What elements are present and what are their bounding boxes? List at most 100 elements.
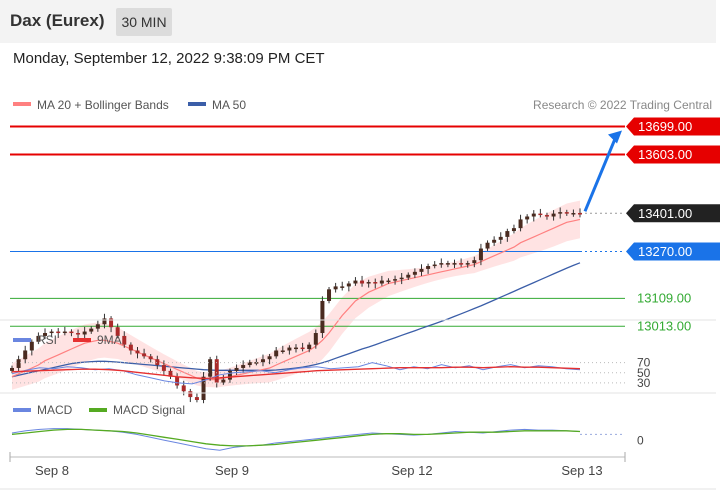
candle-body bbox=[419, 268, 424, 272]
candle-body bbox=[128, 344, 133, 351]
candle-body bbox=[194, 397, 199, 400]
candle-body bbox=[538, 213, 543, 216]
candle-body bbox=[148, 356, 153, 360]
x-tick-label: Sep 13 bbox=[561, 463, 602, 478]
candle-body bbox=[551, 213, 556, 217]
interval-button[interactable]: 30 MIN bbox=[116, 8, 172, 36]
candle-body bbox=[399, 277, 404, 280]
rsi-tick-label: 70 bbox=[637, 356, 651, 370]
candle-body bbox=[280, 350, 285, 352]
rsi-9ma-line bbox=[11, 366, 581, 380]
candle-body bbox=[313, 333, 318, 345]
candle-body bbox=[360, 280, 365, 284]
rsi-tick-label: 50 bbox=[637, 366, 651, 380]
ma50-line bbox=[11, 262, 581, 378]
candle-body bbox=[267, 356, 272, 360]
candle-body bbox=[201, 376, 206, 400]
x-tick-label: Sep 9 bbox=[215, 463, 249, 478]
legend-label-9ma: 9MA bbox=[97, 333, 122, 347]
candle-body bbox=[89, 328, 94, 332]
candle-body bbox=[505, 231, 510, 237]
candle-body bbox=[214, 359, 219, 383]
legend-label-macd: MACD bbox=[37, 403, 73, 417]
candle-body bbox=[353, 280, 358, 284]
candle-body bbox=[241, 365, 246, 368]
level-label-13603.00: 13603.00 bbox=[638, 147, 692, 162]
candle-body bbox=[386, 280, 391, 283]
level-label-13699.00: 13699.00 bbox=[638, 119, 692, 134]
macd-tick-label: 0 bbox=[637, 433, 644, 447]
candle-body bbox=[36, 335, 41, 342]
x-tick-label: Sep 12 bbox=[391, 463, 432, 478]
timestamp: Monday, September 12, 2022 9:38:09 PM CE… bbox=[13, 50, 325, 67]
candle-body bbox=[122, 335, 127, 345]
legend-label-ma50: MA 50 bbox=[212, 98, 246, 112]
candle-body bbox=[274, 350, 279, 357]
candle-body bbox=[135, 350, 140, 354]
macd-signal-line bbox=[11, 428, 581, 447]
candle-body bbox=[340, 286, 345, 288]
candle-body bbox=[227, 370, 232, 380]
candle-body bbox=[287, 347, 292, 351]
legend-label-ma20: MA 20 + Bollinger Bands bbox=[37, 98, 169, 112]
candle-body bbox=[175, 376, 180, 386]
candle-body bbox=[393, 279, 398, 281]
level-tag-13270.00 bbox=[626, 242, 720, 261]
candle-body bbox=[142, 353, 147, 357]
candle-body bbox=[62, 331, 67, 334]
candle-body bbox=[518, 219, 523, 229]
candle-body bbox=[558, 212, 563, 214]
candle-body bbox=[525, 216, 530, 220]
candle-body bbox=[531, 213, 536, 217]
level-tag-13603.00 bbox=[626, 145, 720, 164]
candle-body bbox=[10, 367, 14, 371]
candle-body bbox=[564, 212, 569, 214]
candle-body bbox=[406, 274, 411, 278]
candle-body bbox=[511, 228, 516, 232]
candle-body bbox=[247, 362, 252, 366]
x-tick-label: Sep 8 bbox=[35, 463, 69, 478]
candle-body bbox=[82, 331, 87, 335]
candle-body bbox=[155, 359, 160, 366]
level-label-13109.00: 13109.00 bbox=[637, 290, 691, 305]
level-label-13013.00: 13013.00 bbox=[637, 318, 691, 333]
candle-body bbox=[43, 333, 48, 336]
target-arrow-shaft bbox=[583, 135, 618, 212]
candle-body bbox=[221, 379, 226, 383]
candle-body bbox=[432, 264, 437, 267]
candle-body bbox=[16, 359, 21, 368]
candle-body bbox=[373, 282, 378, 284]
candle-body bbox=[426, 266, 431, 269]
candle-body bbox=[300, 347, 305, 350]
candle-body bbox=[56, 331, 61, 334]
level-tag-13699.00 bbox=[626, 117, 720, 136]
candle-body bbox=[260, 359, 265, 363]
candle-body bbox=[294, 347, 298, 350]
candle-body bbox=[452, 263, 457, 265]
candle-body bbox=[320, 300, 325, 334]
candle-body bbox=[109, 318, 114, 328]
ma20-line bbox=[11, 218, 581, 381]
candle-body bbox=[29, 341, 34, 351]
candle-body bbox=[498, 236, 503, 240]
candle-body bbox=[379, 280, 384, 284]
candle-body bbox=[333, 286, 338, 290]
candle-body bbox=[412, 271, 417, 275]
candle-body bbox=[95, 324, 100, 329]
candle-body bbox=[208, 359, 213, 377]
candle-body bbox=[69, 331, 74, 334]
candle-body bbox=[181, 385, 186, 392]
candle-body bbox=[188, 391, 193, 398]
candle-body bbox=[544, 215, 549, 217]
chart-header: Dax (Eurex) 30 MIN bbox=[0, 0, 716, 43]
level-tag-13401.00 bbox=[626, 204, 720, 223]
legend-label-rsi: RSI bbox=[37, 333, 57, 347]
candle-body bbox=[578, 213, 582, 215]
candle-body bbox=[346, 283, 351, 287]
legend-label-macd-signal: MACD Signal bbox=[113, 403, 185, 417]
candle-body bbox=[307, 344, 312, 350]
candle-body bbox=[115, 327, 120, 336]
candle-body bbox=[478, 248, 483, 261]
candle-body bbox=[168, 370, 173, 377]
